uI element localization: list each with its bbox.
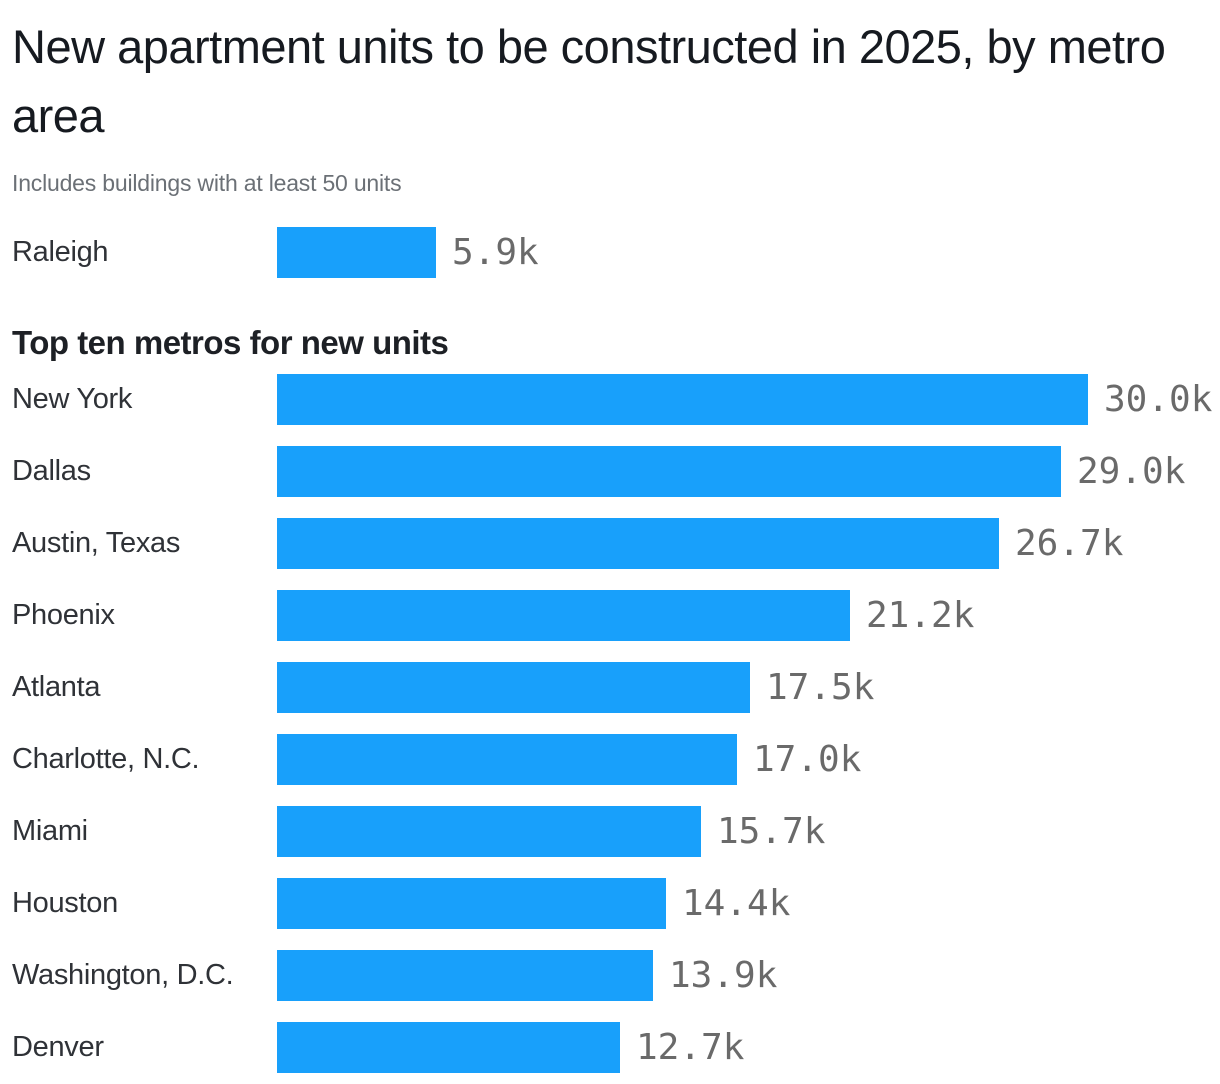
bar-row: New York 30.0k (12, 374, 1212, 425)
chart-subtitle: Includes buildings with at least 50 unit… (12, 170, 402, 196)
category-label: Raleigh (12, 236, 109, 268)
category-label: Dallas (12, 455, 91, 487)
value-label: 5.9k (452, 232, 539, 273)
category-label: Denver (12, 1031, 104, 1063)
category-label: Washington, D.C. (12, 959, 234, 991)
bar (277, 950, 653, 1001)
category-label: Miami (12, 815, 88, 847)
value-label: 12.7k (636, 1027, 745, 1068)
value-label: 29.0k (1077, 451, 1186, 492)
highlight-bar-section: Raleigh 5.9k (12, 227, 1208, 278)
bar-row: Dallas 29.0k (12, 446, 1208, 497)
bar (277, 374, 1088, 425)
bar-row: Austin, Texas 26.7k (12, 518, 1208, 569)
bar (277, 734, 737, 785)
bar (277, 518, 999, 569)
bar (277, 662, 750, 713)
value-label: 21.2k (866, 595, 975, 636)
bar-row: Houston 14.4k (12, 878, 1208, 929)
value-label: 13.9k (669, 955, 778, 996)
bar (277, 446, 1061, 497)
bar-row: Charlotte, N.C. 17.0k (12, 734, 1208, 785)
bar (277, 590, 850, 641)
value-label: 17.0k (753, 739, 862, 780)
category-label: Atlanta (12, 671, 101, 703)
category-label: Phoenix (12, 599, 115, 631)
bar-row: Denver 12.7k (12, 1022, 1208, 1073)
category-label: Houston (12, 887, 118, 919)
bar (277, 878, 666, 929)
value-label: 14.4k (682, 883, 791, 924)
category-label: Charlotte, N.C. (12, 743, 200, 775)
value-label: 15.7k (717, 811, 826, 852)
bar (277, 227, 436, 278)
bar-row: Phoenix 21.2k (12, 590, 1208, 641)
bar-row: Raleigh 5.9k (12, 227, 1208, 278)
top-ten-bars-section: New York 30.0k Dallas 29.0k Austin, Texa… (12, 374, 1212, 1073)
bar-row: Washington, D.C. 13.9k (12, 950, 1208, 1001)
value-label: 17.5k (766, 667, 875, 708)
bar-row: Atlanta 17.5k (12, 662, 1208, 713)
chart-title: New apartment units to be constructed in… (12, 20, 1166, 142)
section-header: Top ten metros for new units (12, 324, 449, 361)
bar (277, 1022, 620, 1073)
value-label: 30.0k (1104, 379, 1213, 420)
bar (277, 806, 701, 857)
category-label: Austin, Texas (12, 527, 181, 559)
value-label: 26.7k (1015, 523, 1124, 564)
category-label: New York (12, 383, 133, 415)
bar-row: Miami 15.7k (12, 806, 1208, 857)
